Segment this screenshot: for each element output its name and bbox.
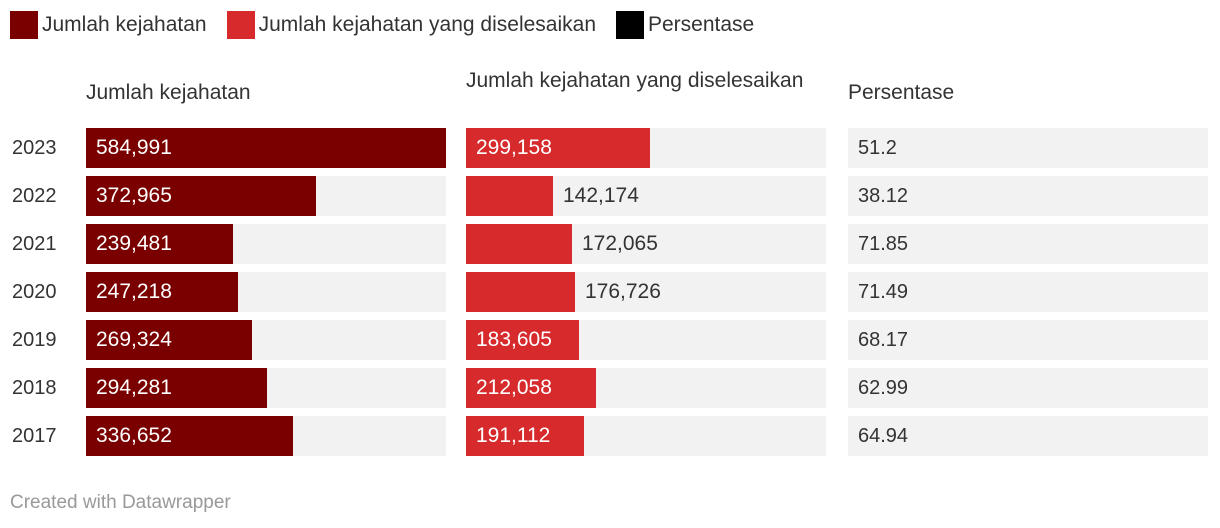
percentage-value: 71.85 [858, 233, 909, 255]
bar-value-label: 183,605 [476, 328, 552, 351]
bar [466, 176, 553, 216]
year-label: 2022 [12, 185, 57, 207]
bar [466, 224, 572, 264]
bar-value-label: 372,965 [96, 184, 172, 207]
legend-item: Jumlah kejahatan [10, 11, 207, 39]
bar [86, 128, 446, 168]
bar [86, 368, 267, 408]
bar-track: 183,605 [466, 320, 826, 360]
percentage-cell: 68.17 [848, 320, 1208, 360]
percentage-cell: 51.2 [848, 128, 1208, 168]
legend-swatch [616, 11, 644, 39]
year-label: 2017 [12, 425, 57, 447]
bar [86, 224, 233, 264]
year-label: 2021 [12, 233, 57, 255]
legend-label: Persentase [648, 13, 755, 36]
bar-track: 172,065 [466, 224, 826, 264]
bar-track: 142,174 [466, 176, 826, 216]
bar-value-label: 336,652 [96, 424, 172, 447]
bar [466, 320, 579, 360]
percentage-value: 71.49 [858, 281, 909, 303]
legend-label: Jumlah kejahatan yang diselesaikan [258, 13, 596, 36]
bar-track: 191,112 [466, 416, 826, 456]
legend-swatch [10, 11, 38, 39]
bar-track: 372,965 [86, 176, 446, 216]
bar-value-label: 247,218 [96, 280, 172, 303]
bar-track: 584,991 [86, 128, 446, 168]
bar-value-label: 584,991 [96, 136, 172, 159]
percentage-cell: 71.49 [848, 272, 1208, 312]
percentage-cell: 71.85 [848, 224, 1208, 264]
column-header-pct: Persentase [848, 81, 955, 104]
percentage-cell: 38.12 [848, 176, 1208, 216]
bar [466, 416, 584, 456]
bar-track: 294,281 [86, 368, 446, 408]
legend-label: Jumlah kejahatan [42, 13, 207, 36]
bar-value-label: 239,481 [96, 232, 172, 255]
bar-value-label: 142,174 [563, 184, 639, 207]
bar [466, 272, 575, 312]
bar-value-label: 172,065 [582, 232, 658, 255]
year-label: 2023 [12, 137, 57, 159]
legend-item: Persentase [616, 11, 754, 39]
percentage-cell: 64.94 [848, 416, 1208, 456]
bar-value-label: 176,726 [585, 280, 661, 303]
bar-value-label: 269,324 [96, 328, 172, 351]
bar [86, 272, 238, 312]
column-header-solved: Jumlah kejahatan yang diselesaikan [466, 69, 804, 92]
bar-track: 176,726 [466, 272, 826, 312]
bar [86, 176, 316, 216]
bar-track: 336,652 [86, 416, 446, 456]
percentage-value: 51.2 [858, 137, 897, 159]
bar-track: 239,481 [86, 224, 446, 264]
bar-track: 299,158 [466, 128, 826, 168]
year-label: 2018 [12, 377, 57, 399]
bar [86, 320, 252, 360]
percentage-value: 62.99 [858, 377, 909, 399]
bar-track: 269,324 [86, 320, 446, 360]
legend-swatch [226, 11, 255, 39]
year-label: 2020 [12, 281, 57, 303]
bar-value-label: 299,158 [476, 136, 552, 159]
percentage-value: 68.17 [858, 329, 909, 351]
bar-track: 247,218 [86, 272, 446, 312]
legend-item: Jumlah kejahatan yang diselesaikan [226, 11, 596, 39]
column-header-total: Jumlah kejahatan [86, 81, 251, 104]
bar-value-label: 294,281 [96, 376, 172, 399]
year-label: 2019 [12, 329, 57, 351]
footer-credit: Created with Datawrapper [10, 492, 231, 513]
bar-track: 212,058 [466, 368, 826, 408]
percentage-value: 38.12 [858, 185, 909, 207]
bar-value-label: 212,058 [476, 376, 552, 399]
legend: Jumlah kejahatan Jumlah kejahatan yang di… [10, 10, 774, 40]
percentage-value: 64.94 [858, 425, 909, 447]
bar [466, 368, 596, 408]
bar [86, 416, 293, 456]
percentage-cell: 62.99 [848, 368, 1208, 408]
bar-value-label: 191,112 [476, 424, 551, 447]
bar [466, 128, 650, 168]
